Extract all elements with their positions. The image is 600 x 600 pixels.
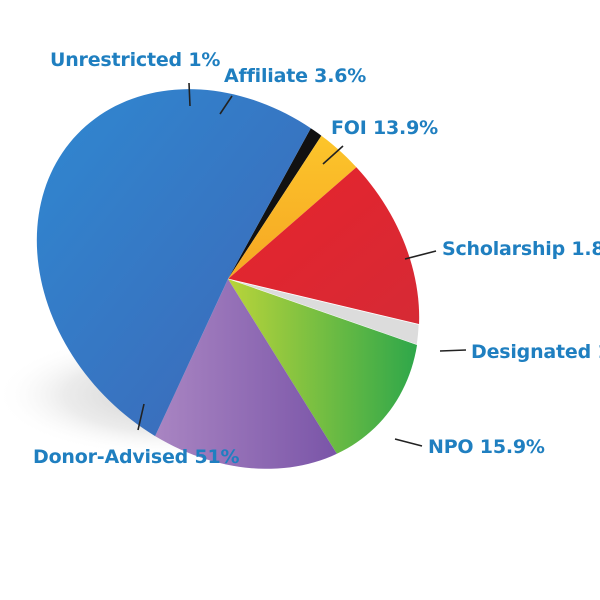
pie-slice-unrestricted — [228, 128, 322, 279]
pie-slice-donor-advised — [36, 89, 311, 437]
leader-line-unrestricted — [188, 82, 191, 107]
slice-label-npo: NPO 15.9% — [428, 436, 545, 458]
pie-slice-foi — [228, 167, 420, 325]
pie-slice-designated — [228, 279, 418, 454]
leader-line-donor-advised — [137, 403, 145, 431]
slice-label-designated: Designated 13 — [471, 341, 600, 363]
slice-label-foi: FOI 13.9% — [331, 117, 438, 139]
pie-slice-npo — [155, 279, 337, 469]
leader-line-affiliate — [219, 95, 233, 115]
slice-label-unrestricted: Unrestricted 1% — [50, 49, 220, 71]
slice-label-donor-advised: Donor-Advised 51% — [33, 446, 240, 468]
leader-line-scholarship — [404, 250, 437, 260]
leader-line-designated — [439, 349, 467, 352]
pie-slices — [36, 89, 420, 469]
leader-line-foi — [322, 145, 344, 165]
slice-labels: Unrestricted 1%Affiliate 3.6% FOI 13.9% Sc… — [33, 49, 600, 468]
pie-slice-affiliate — [228, 135, 357, 279]
leader-line-npo — [394, 438, 423, 447]
slice-label-affiliate: Affiliate 3.6% — [224, 65, 366, 87]
leader-lines — [137, 82, 467, 447]
slice-label-scholarship: Scholarship 1.8% — [442, 238, 600, 260]
